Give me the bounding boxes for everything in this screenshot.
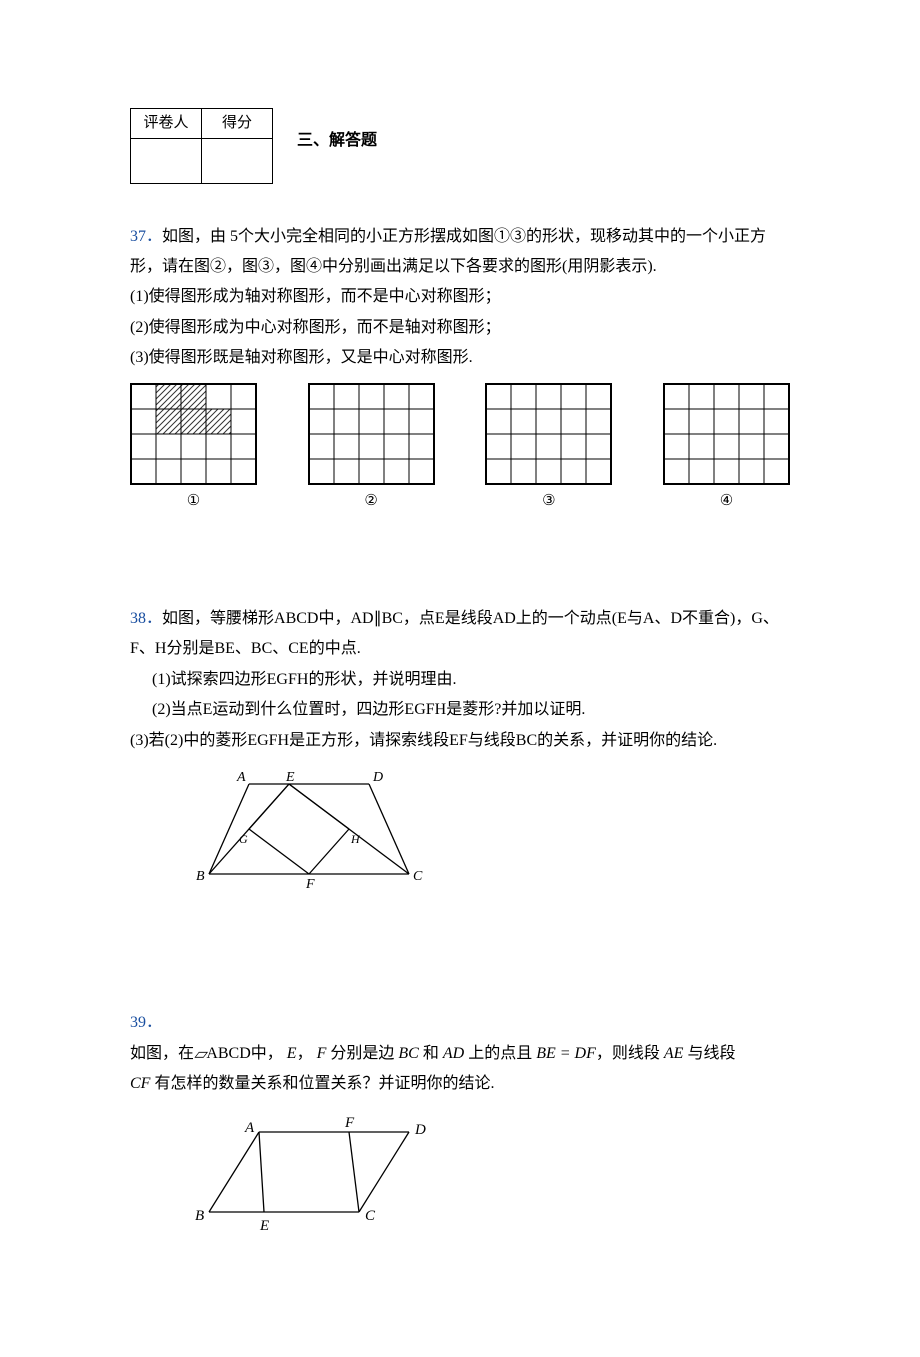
svg-text:H: H [350,832,361,846]
problem-38: 38．如图，等腰梯形ABCD中，AD∥BC，点E是线段AD上的一个动点(E与A、… [130,604,790,900]
score-col-score: 得分 [202,109,273,139]
score-table: 评卷人 得分 [130,108,273,184]
svg-text:A: A [244,1120,255,1136]
q38-number: 38． [130,610,162,627]
svg-text:G: G [239,832,248,846]
problem-39: 39． 如图，在▱ABCD中， E， F 分别是边 BC 和 AD 上的点且 B… [130,1008,790,1249]
svg-text:E: E [285,770,295,785]
q37-part2: (2)使得图形成为中心对称图形，而不是轴对称图形； [130,313,790,343]
score-cell-grader [131,138,202,183]
q37-grid-2 [308,383,435,485]
q37-label-2: ② [364,487,377,516]
score-col-grader: 评卷人 [131,109,202,139]
q37-number: 37． [130,228,162,245]
q37-part1: (1)使得图形成为轴对称图形，而不是中心对称图形； [130,282,790,312]
svg-text:A: A [236,770,246,785]
q37-lead: 如图，由 5个大小完全相同的小正方形摆成如图①③的形状，现移动其中的一个小正方形… [130,228,766,275]
svg-text:F: F [305,877,315,889]
svg-text:B: B [196,869,205,884]
q38-figure: A E D B F C G H [194,764,790,900]
svg-text:E: E [259,1218,269,1234]
q39-number: 39． [130,1014,162,1031]
q37-grid-3 [485,383,612,485]
q37-label-1: ① [187,487,200,516]
q37-grid-1 [130,383,257,485]
q38-part3: (3)若(2)中的菱形EGFH是正方形，请探索线段EF与线段BC的关系，并证明你… [130,726,790,756]
q38-lead: 如图，等腰梯形ABCD中，AD∥BC，点E是线段AD上的一个动点(E与A、D不重… [130,610,779,657]
q37-part3: (3)使得图形既是轴对称图形，又是中心对称图形. [130,343,790,373]
q39-figure: A F D B E C [194,1107,790,1248]
svg-text:C: C [365,1208,376,1224]
problem-37: 37．如图，由 5个大小完全相同的小正方形摆成如图①③的形状，现移动其中的一个小… [130,222,790,516]
q37-label-4: ④ [720,487,733,516]
q39-line1: 如图，在▱ABCD中， E， F 分别是边 BC 和 AD 上的点且 BE = … [130,1039,790,1069]
svg-text:B: B [195,1208,204,1224]
score-cell-score [202,138,273,183]
q39-line2: CF 有怎样的数量关系和位置关系？并证明你的结论. [130,1069,790,1099]
q37-label-3: ③ [542,487,555,516]
svg-text:F: F [344,1115,355,1131]
q38-part2: (2)当点E运动到什么位置时，四边形EGFH是菱形?并加以证明. [130,695,790,725]
svg-text:D: D [414,1122,426,1138]
q37-grids: ① ② ③ ④ [130,383,790,516]
section-title: 三、解答题 [297,108,377,156]
q38-part1: (1)试探索四边形EGFH的形状，并说明理由. [130,665,790,695]
svg-text:C: C [413,869,423,884]
svg-text:D: D [372,770,383,785]
q37-grid-4 [663,383,790,485]
